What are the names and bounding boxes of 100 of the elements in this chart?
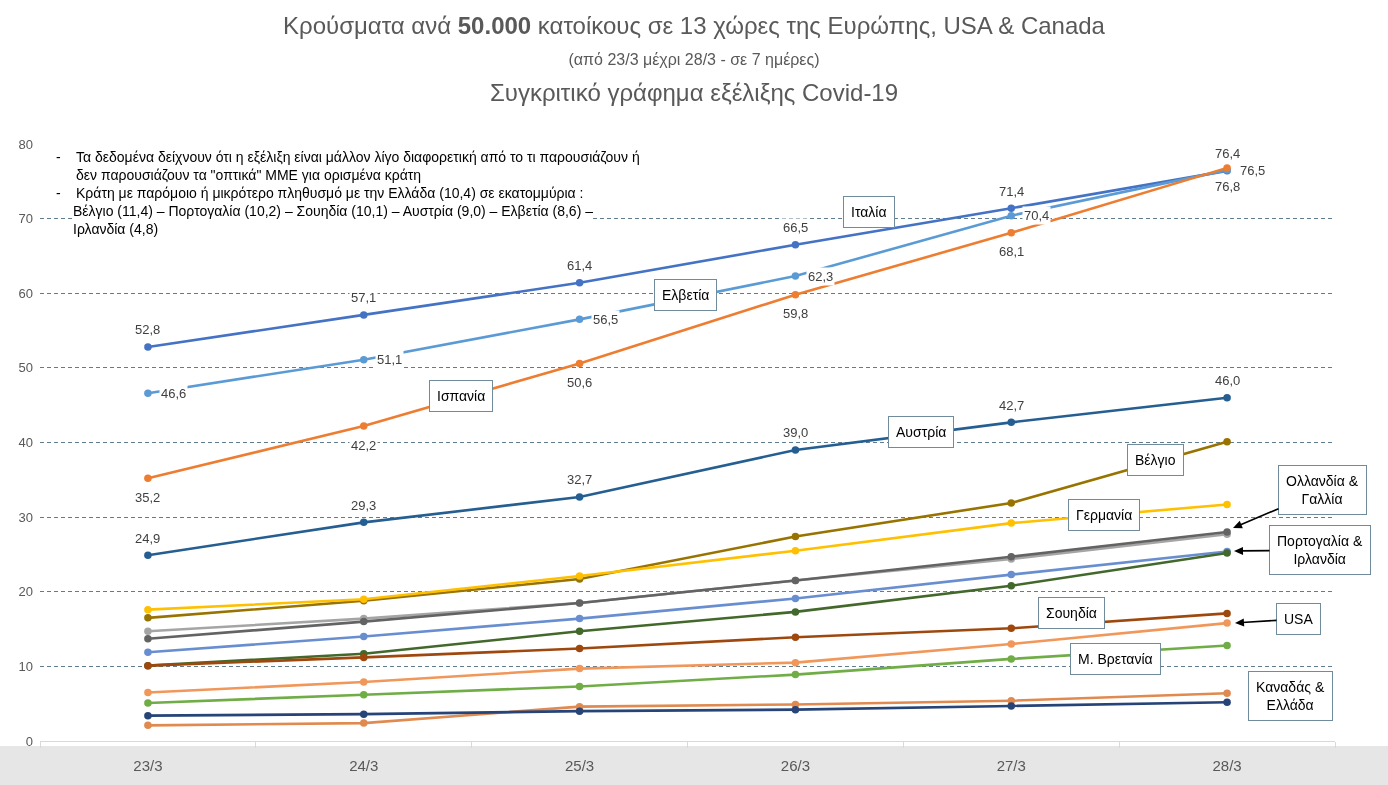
data-label: 76,8	[1215, 179, 1241, 194]
point	[1007, 211, 1015, 220]
data-label: 57,1	[351, 290, 377, 305]
data-label: 24,9	[135, 531, 161, 546]
point	[575, 682, 584, 691]
point	[791, 608, 800, 616]
chart-subtitle: (από 23/3 μέχρι 28/3 - σε 7 ημέρες)	[567, 51, 821, 69]
data-label: 46,0	[1215, 373, 1241, 388]
annotation: Βέλγιο (11,4) – Πορτογαλία (10,2) – Σουηδία (10,1) – Αυστρία (9,0) – Ελβετία (8,6) – Ιρλανδία (4,8)	[73, 201, 593, 239]
annotation: USA	[1284, 611, 1314, 627]
point	[1007, 624, 1015, 633]
data-label: 59,8	[783, 306, 809, 321]
point	[791, 446, 800, 454]
data-label: 46,6	[161, 386, 187, 401]
point	[1007, 655, 1015, 663]
text: Συγκριτικό γράφημα εξέλιξης Covid-19	[488, 79, 900, 107]
point	[360, 653, 368, 662]
point	[791, 272, 800, 280]
point	[1223, 609, 1231, 618]
point	[144, 711, 152, 720]
data-label: 70,4	[1024, 208, 1050, 223]
point	[1007, 582, 1015, 590]
x-tick-label: 25/3	[564, 757, 595, 774]
point	[1007, 499, 1015, 507]
point	[360, 422, 368, 430]
x-tick-label: 26/3	[780, 757, 811, 774]
annotation: Γερμανία	[1076, 507, 1133, 523]
point	[144, 343, 152, 351]
point	[791, 670, 800, 679]
point	[1223, 393, 1231, 402]
point	[1007, 519, 1015, 527]
point	[360, 355, 368, 364]
point	[575, 614, 584, 623]
y-tick-label: 70	[18, 211, 33, 227]
point	[575, 627, 584, 636]
annotation: - Τα δεδομένα δείχνουν ότι η εξέλιξη είναι μάλλον λίγο διαφορετική από το τι παρουσιάζουν ή δεν παρουσιάζουν τα "οπτικά" ΜΜΕ για ορισμένα κράτη	[56, 148, 640, 185]
point	[791, 594, 800, 603]
data-label: 68,1	[999, 244, 1025, 259]
point	[791, 240, 800, 249]
point	[360, 518, 368, 527]
point	[1223, 698, 1231, 706]
point	[144, 648, 152, 656]
point	[1223, 500, 1231, 509]
annotation: Ισπανία	[437, 388, 486, 404]
data-label: 39,0	[783, 425, 809, 440]
data-label: 62,3	[808, 269, 834, 284]
point	[1223, 619, 1231, 627]
annotation: Σουηδία	[1046, 605, 1097, 621]
point	[360, 311, 368, 319]
x-tick-label: 28/3	[1212, 757, 1242, 774]
point	[144, 627, 152, 636]
data-label: 50,6	[567, 375, 593, 390]
point	[144, 635, 152, 643]
data-label: 76,5	[1240, 163, 1266, 178]
data-label: 71,4	[999, 184, 1025, 199]
y-tick-label: 0	[25, 733, 33, 749]
data-label: 61,4	[567, 258, 593, 273]
point	[144, 699, 152, 707]
y-tick-label: 60	[18, 285, 33, 301]
data-label: 56,5	[593, 312, 619, 327]
data-label: 76,4	[1215, 146, 1241, 161]
point	[791, 290, 800, 299]
y-tick-label: 80	[18, 136, 33, 152]
x-tick-label: 27/3	[996, 757, 1026, 774]
data-label: 66,5	[783, 220, 809, 235]
point	[360, 719, 368, 727]
point	[144, 389, 152, 397]
annotation: Ελβετία	[662, 287, 710, 303]
point	[1007, 418, 1015, 427]
point	[144, 688, 152, 697]
point	[360, 632, 368, 641]
y-tick-label: 30	[18, 509, 33, 525]
point	[791, 633, 800, 642]
point	[1223, 438, 1231, 446]
point	[1007, 204, 1015, 212]
data-label: 29,3	[351, 498, 377, 513]
point	[575, 707, 584, 715]
point	[791, 705, 800, 714]
y-tick-label: 20	[18, 584, 33, 600]
point	[791, 658, 800, 667]
point	[144, 605, 152, 614]
point	[1223, 689, 1231, 697]
point	[360, 678, 368, 686]
point	[144, 721, 152, 730]
point	[1223, 641, 1231, 650]
data-label: 35,2	[135, 490, 161, 505]
point	[575, 644, 584, 653]
point	[1007, 702, 1015, 710]
point	[1007, 229, 1015, 237]
point	[575, 359, 584, 368]
annotation: Μ. Βρετανία	[1078, 651, 1153, 667]
point	[791, 546, 800, 555]
annotation: Βέλγιο	[1135, 452, 1176, 468]
y-tick-label: 50	[18, 360, 33, 376]
point	[360, 710, 368, 718]
x-tick-label: 24/3	[349, 757, 379, 774]
y-tick-label: 10	[18, 658, 33, 674]
point	[575, 664, 584, 673]
annotation: Πορτογαλία & Ιρλανδία	[1277, 533, 1363, 568]
point	[144, 474, 152, 483]
